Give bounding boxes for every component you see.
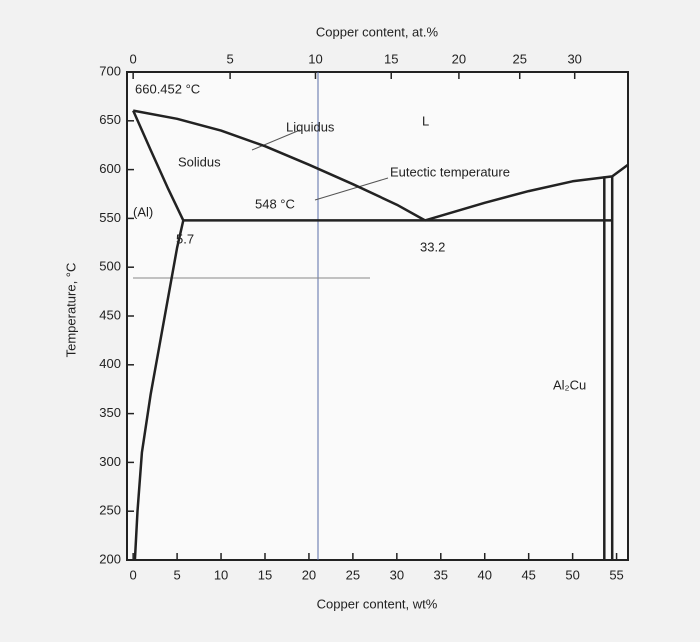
x-tick-label: 45 xyxy=(521,567,535,582)
phase-boundary xyxy=(132,110,185,221)
leader-line xyxy=(251,129,301,151)
y-tick-label: 250 xyxy=(99,503,121,518)
x-tick-label: 30 xyxy=(390,567,404,582)
y-tick-label: 650 xyxy=(99,112,121,127)
annotation: 660.452 °C xyxy=(135,81,200,96)
x2-tick-label: 0 xyxy=(130,51,137,66)
annotation: 548 °C xyxy=(255,196,295,211)
x2-tick-label: 10 xyxy=(308,51,322,66)
y-tick-label: 300 xyxy=(99,454,121,469)
x2-tick-label: 20 xyxy=(452,51,466,66)
annotation: 33.2 xyxy=(420,239,445,254)
x-tick-label: 10 xyxy=(214,567,228,582)
phase-boundary xyxy=(132,109,426,222)
annotation: (Al) xyxy=(133,204,153,219)
x-axis-title: Copper content, wt% xyxy=(317,596,438,611)
y-tick-label: 400 xyxy=(99,356,121,371)
y-tick-label: 350 xyxy=(99,405,121,420)
x-tick-label: 5 xyxy=(173,567,180,582)
x-tick-label: 0 xyxy=(130,567,137,582)
y-tick-label: 600 xyxy=(99,161,121,176)
y-tick-label: 500 xyxy=(99,259,121,274)
x2-tick-label: 15 xyxy=(384,51,398,66)
y-tick-label: 700 xyxy=(99,63,121,78)
x-tick-label: 50 xyxy=(565,567,579,582)
plot-frame xyxy=(126,71,629,561)
x-tick-label: 25 xyxy=(346,567,360,582)
y-tick-label: 550 xyxy=(99,210,121,225)
leader-line xyxy=(314,177,389,201)
annotation: Solidus xyxy=(178,154,221,169)
phase-boundary xyxy=(133,220,185,561)
annotation: Eutectic temperature xyxy=(390,164,510,179)
annotation: L xyxy=(422,113,429,128)
x-tick-label: 40 xyxy=(477,567,491,582)
annotation: Al₂Cu xyxy=(553,377,586,392)
x2-tick-label: 25 xyxy=(512,51,526,66)
x2-tick-label: 5 xyxy=(226,51,233,66)
annotation: Liquidus xyxy=(286,119,335,134)
phase-boundary xyxy=(424,163,629,222)
y-axis-title: Temperature, °C xyxy=(63,263,78,358)
y-tick-label: 450 xyxy=(99,307,121,322)
x2-axis-title: Copper content, at.% xyxy=(316,24,439,39)
y-tick-label: 200 xyxy=(99,551,121,566)
x-tick-label: 15 xyxy=(258,567,272,582)
x-tick-label: 20 xyxy=(302,567,316,582)
x-tick-label: 35 xyxy=(434,567,448,582)
x-tick-label: 55 xyxy=(609,567,623,582)
x2-tick-label: 30 xyxy=(567,51,581,66)
